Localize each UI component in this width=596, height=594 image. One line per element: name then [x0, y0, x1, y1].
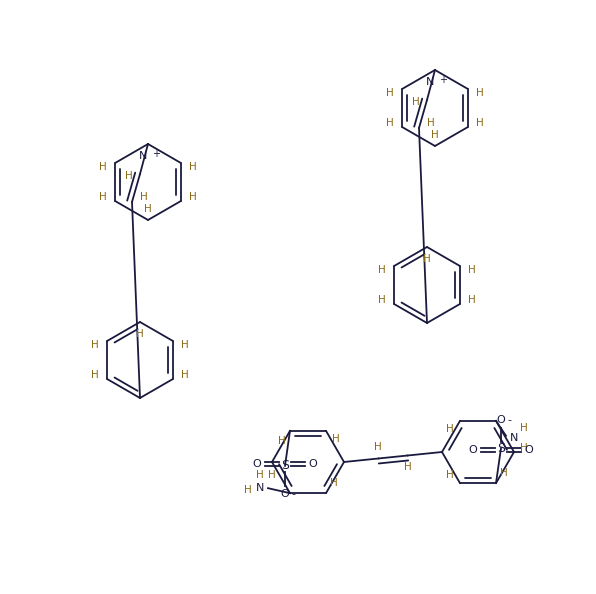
Text: H: H: [144, 204, 152, 214]
Text: H: H: [244, 485, 252, 495]
Text: N: N: [426, 77, 434, 87]
Text: H: H: [412, 97, 420, 107]
Text: H: H: [181, 370, 189, 380]
Text: H: H: [374, 441, 382, 451]
Text: H: H: [99, 192, 107, 202]
Text: H: H: [330, 478, 338, 488]
Text: H: H: [136, 329, 144, 339]
Text: H: H: [431, 130, 439, 140]
Text: H: H: [500, 468, 508, 478]
Text: O: O: [309, 459, 318, 469]
Text: H: H: [140, 192, 148, 202]
Text: -: -: [507, 415, 511, 425]
Text: +: +: [152, 149, 160, 159]
Text: N: N: [139, 151, 147, 161]
Text: S: S: [281, 459, 289, 472]
Text: H: H: [189, 162, 197, 172]
Text: H: H: [386, 118, 394, 128]
Text: H: H: [378, 295, 386, 305]
Text: H: H: [332, 434, 340, 444]
Text: H: H: [468, 295, 476, 305]
Text: O: O: [468, 445, 477, 455]
Text: H: H: [278, 436, 286, 446]
Text: H: H: [427, 118, 435, 128]
Text: H: H: [476, 118, 484, 128]
Text: H: H: [91, 340, 99, 350]
Text: H: H: [446, 424, 454, 434]
Text: H: H: [125, 171, 133, 181]
Text: N: N: [256, 483, 264, 493]
Text: H: H: [446, 470, 454, 480]
Text: H: H: [520, 443, 528, 453]
Text: -: -: [291, 489, 295, 499]
Text: H: H: [378, 265, 386, 275]
Text: H: H: [423, 254, 431, 264]
Text: +: +: [439, 75, 447, 85]
Text: H: H: [256, 470, 264, 480]
Text: H: H: [404, 463, 412, 472]
Text: O: O: [524, 445, 533, 455]
Text: H: H: [181, 340, 189, 350]
Text: H: H: [268, 470, 276, 480]
Text: H: H: [468, 265, 476, 275]
Text: H: H: [99, 162, 107, 172]
Text: H: H: [520, 423, 528, 433]
Text: H: H: [91, 370, 99, 380]
Text: N: N: [510, 433, 518, 443]
Text: O: O: [281, 489, 290, 499]
Text: H: H: [476, 88, 484, 98]
Text: S: S: [497, 442, 505, 454]
Text: O: O: [253, 459, 262, 469]
Text: O: O: [496, 415, 505, 425]
Text: H: H: [386, 88, 394, 98]
Text: H: H: [189, 192, 197, 202]
